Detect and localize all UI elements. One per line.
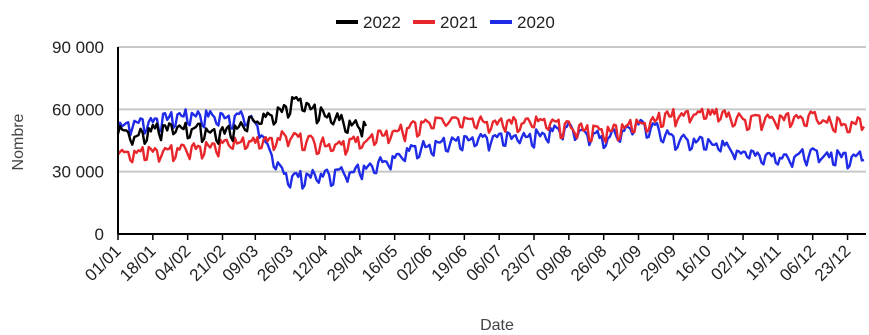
x-tick-label: 19/06	[428, 241, 472, 285]
x-tick-label: 12/09	[602, 241, 646, 285]
x-tick-label: 12/04	[288, 241, 332, 285]
x-tick-label: 06/12	[776, 241, 820, 285]
x-tick-label: 02/11	[707, 241, 750, 284]
x-tick-label: 09/08	[532, 241, 576, 285]
legend: 2022 2021 2020	[336, 13, 555, 32]
y-axis-title: Nombre	[10, 113, 27, 170]
x-tick-label: 26/03	[253, 241, 297, 285]
x-tick-label: 04/02	[151, 241, 195, 285]
x-tick-label: 26/08	[567, 241, 611, 285]
series-line-2022	[116, 95, 368, 146]
legend-label-2022: 2022	[363, 13, 401, 32]
series-line-2020	[116, 108, 865, 190]
x-tick-label: 06/07	[462, 241, 506, 285]
x-tick-label: 01/01	[81, 241, 125, 285]
x-tick-label: 16/10	[672, 241, 716, 285]
series-line-2021	[117, 107, 866, 164]
x-tick-label: 09/03	[219, 241, 263, 285]
series-lines	[116, 95, 866, 190]
gridlines	[118, 46, 866, 173]
y-tick-label: 0	[95, 225, 104, 244]
x-tick-label: 18/01	[116, 241, 160, 285]
x-tick-label: 16/05	[358, 241, 402, 285]
x-tick-label: 29/04	[323, 241, 367, 285]
legend-label-2020: 2020	[517, 13, 555, 32]
x-tick-label: 19/11	[742, 241, 785, 284]
legend-label-2021: 2021	[440, 13, 478, 32]
x-axis-title: Date	[480, 317, 514, 334]
x-tick-label: 02/06	[393, 241, 437, 285]
y-tick-label: 30 000	[52, 163, 104, 182]
x-tick-label: 21/02	[186, 241, 230, 285]
y-tick-label: 90 000	[52, 38, 104, 57]
x-tick-label: 29/09	[637, 241, 681, 285]
x-tick-label: 23/07	[497, 241, 541, 285]
y-tick-label: 60 000	[52, 100, 104, 119]
x-tick-label: 23/12	[811, 241, 855, 285]
